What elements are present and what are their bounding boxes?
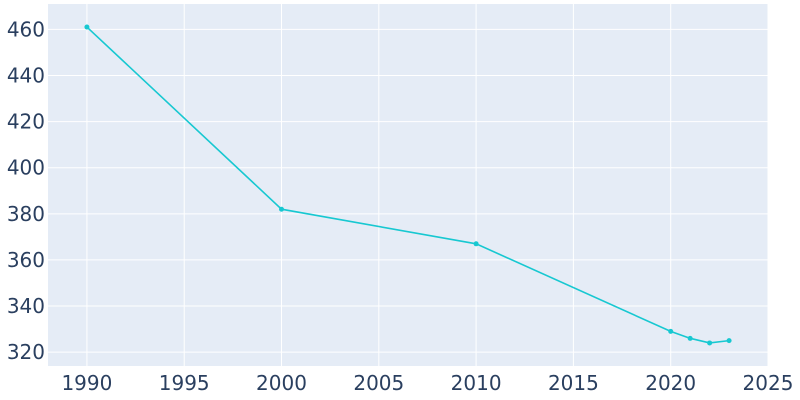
x-tick-label: 2010 <box>451 371 502 395</box>
data-point <box>279 206 285 212</box>
data-point <box>668 328 674 334</box>
x-tick-label: 2005 <box>353 371 404 395</box>
data-point <box>84 24 90 30</box>
x-tick-label: 2015 <box>548 371 599 395</box>
y-tick-label: 400 <box>7 156 45 180</box>
x-tick-label: 1990 <box>61 371 112 395</box>
data-point <box>707 340 713 346</box>
series-group <box>84 24 732 346</box>
plot-area <box>48 4 768 366</box>
data-point <box>726 338 732 344</box>
y-tick-label: 460 <box>7 17 45 41</box>
y-gridlines <box>48 28 768 353</box>
x-tick-label: 2025 <box>743 371 794 395</box>
x-tick-label: 1995 <box>159 371 210 395</box>
y-tick-label: 360 <box>7 248 45 272</box>
x-tick-label: 2020 <box>645 371 696 395</box>
x-tick-label: 2000 <box>256 371 307 395</box>
data-point <box>687 335 693 341</box>
x-axis-ticks: 1990 1995 2000 2005 2010 2015 2020 2025 <box>61 371 793 395</box>
y-tick-label: 420 <box>7 110 45 134</box>
y-tick-label: 440 <box>7 63 45 87</box>
y-tick-label: 380 <box>7 202 45 226</box>
data-point <box>473 241 479 247</box>
y-tick-label: 340 <box>7 294 45 318</box>
x-gridlines <box>86 4 769 366</box>
y-axis-ticks: 320 340 360 380 400 420 440 460 <box>7 17 45 364</box>
y-tick-label: 320 <box>7 340 45 364</box>
